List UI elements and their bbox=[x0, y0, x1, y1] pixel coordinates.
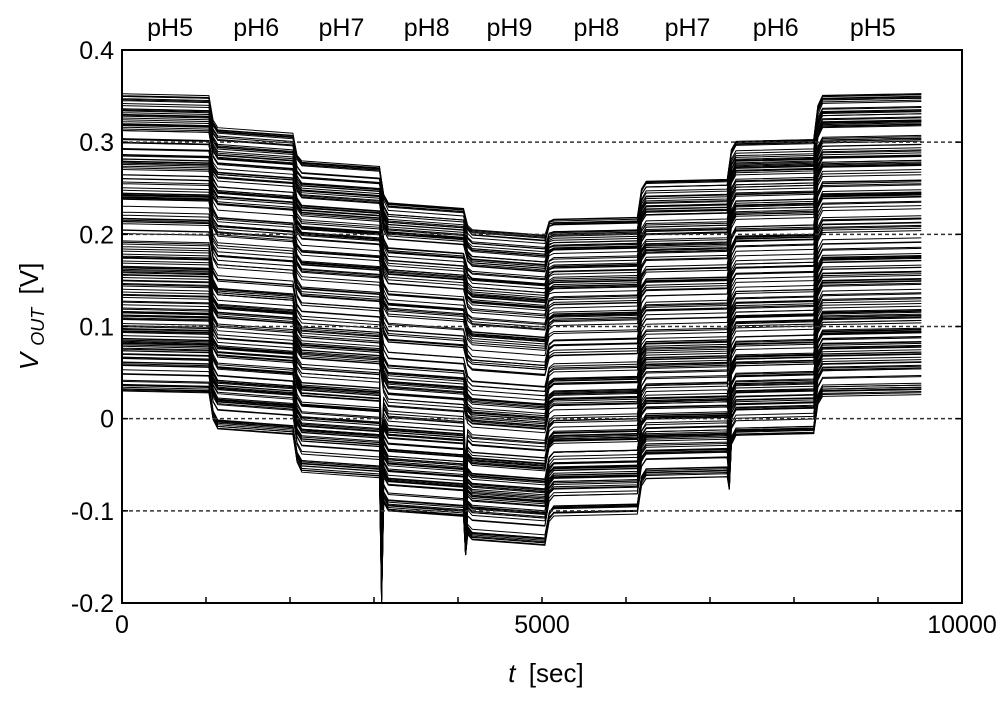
sensor-trace bbox=[121, 205, 922, 351]
sensor-trace bbox=[121, 181, 922, 328]
sensor-trace bbox=[121, 208, 922, 357]
sensor-trace bbox=[121, 174, 922, 317]
sensor-trace bbox=[121, 373, 922, 589]
y-tick-label: 0.1 bbox=[79, 314, 114, 342]
x-tick-label: 10000 bbox=[927, 611, 997, 639]
y-tick-label: 0.3 bbox=[79, 129, 114, 157]
sensor-trace bbox=[121, 256, 922, 405]
x-tick-label: 5000 bbox=[514, 611, 570, 639]
sensor-trace bbox=[121, 364, 922, 579]
x-axis-ticks: 0 5000 10000 bbox=[115, 597, 997, 639]
sensor-trace bbox=[121, 368, 922, 583]
y-axis-title-subscript: OUT bbox=[28, 306, 48, 346]
sensor-trace bbox=[121, 140, 922, 285]
sensor-trace bbox=[121, 148, 922, 296]
sensor-trace bbox=[121, 328, 922, 518]
x-axis-title-symbol: t bbox=[508, 658, 517, 688]
x-tick-label: 0 bbox=[115, 611, 129, 639]
sensor-trace bbox=[121, 227, 922, 377]
x-axis-title-unit: [sec] bbox=[529, 658, 584, 688]
sensor-trace bbox=[121, 237, 922, 388]
sensor-trace bbox=[121, 152, 922, 299]
phase-label: pH5 bbox=[147, 14, 193, 42]
x-axis-title: t [sec] bbox=[508, 658, 583, 688]
sensor-trace bbox=[121, 111, 922, 255]
sensor-trace bbox=[121, 347, 922, 560]
y-tick-label: 0.2 bbox=[79, 221, 114, 249]
phase-label: pH6 bbox=[753, 14, 799, 42]
sensor-trace bbox=[121, 117, 922, 263]
phase-label: pH6 bbox=[233, 14, 279, 42]
phase-label: pH9 bbox=[487, 14, 533, 42]
sensor-trace bbox=[121, 121, 922, 269]
sensor-trace bbox=[121, 343, 922, 561]
sensor-trace bbox=[121, 317, 922, 504]
series-layer bbox=[121, 93, 922, 604]
y-tick-label: -0.1 bbox=[71, 498, 114, 526]
sensor-trace bbox=[121, 193, 922, 343]
y-axis-title-unit: [V] bbox=[14, 263, 44, 295]
sensor-trace bbox=[121, 241, 922, 392]
sensor-trace bbox=[121, 270, 922, 419]
sensor-trace bbox=[121, 385, 922, 600]
sensor-trace bbox=[121, 198, 922, 349]
phase-label: pH7 bbox=[319, 14, 365, 42]
sensor-trace bbox=[121, 270, 922, 421]
y-axis-title-symbol: V bbox=[14, 350, 44, 370]
phase-labels: pH5 pH6 pH7 pH8 pH9 pH8 pH7 pH6 pH5 bbox=[147, 14, 896, 42]
y-tick-label: 0 bbox=[100, 406, 114, 434]
sensor-trace bbox=[121, 388, 922, 602]
sensor-trace bbox=[121, 264, 922, 415]
sensor-trace bbox=[121, 304, 922, 481]
sensor-trace bbox=[121, 165, 922, 312]
sensor-trace bbox=[121, 365, 922, 577]
sensor-trace bbox=[121, 223, 922, 371]
y-tick-label: 0.4 bbox=[79, 37, 114, 65]
sensor-trace bbox=[121, 335, 922, 539]
sensor-trace bbox=[121, 308, 922, 493]
sensor-trace bbox=[121, 389, 922, 602]
sensor-trace bbox=[121, 106, 922, 248]
sensor-trace bbox=[121, 214, 922, 363]
sensor-trace bbox=[121, 154, 922, 303]
sensor-trace bbox=[121, 217, 922, 367]
sensor-trace bbox=[121, 294, 922, 479]
sensor-trace bbox=[121, 301, 922, 476]
sensor-trace bbox=[121, 94, 922, 241]
y-tick-label: -0.2 bbox=[71, 590, 114, 618]
sensor-trace bbox=[121, 361, 922, 578]
phase-label: pH8 bbox=[573, 14, 619, 42]
phase-label: pH8 bbox=[404, 14, 450, 42]
sensor-trace bbox=[121, 288, 922, 461]
sensor-trace bbox=[121, 280, 922, 428]
sensor-trace bbox=[121, 99, 922, 245]
phase-label: pH7 bbox=[665, 14, 711, 42]
grid-layer bbox=[122, 141, 962, 512]
sensor-trace bbox=[121, 101, 922, 250]
phase-label: pH5 bbox=[850, 14, 896, 42]
sensor-trace bbox=[121, 386, 922, 599]
sensor-trace bbox=[121, 316, 922, 515]
y-axis-ticks: 0.4 0.3 0.2 0.1 0 -0.1 -0.2 bbox=[71, 37, 962, 618]
y-axis-title: V OUT [V] bbox=[14, 263, 50, 371]
sensor-trace bbox=[121, 161, 922, 309]
